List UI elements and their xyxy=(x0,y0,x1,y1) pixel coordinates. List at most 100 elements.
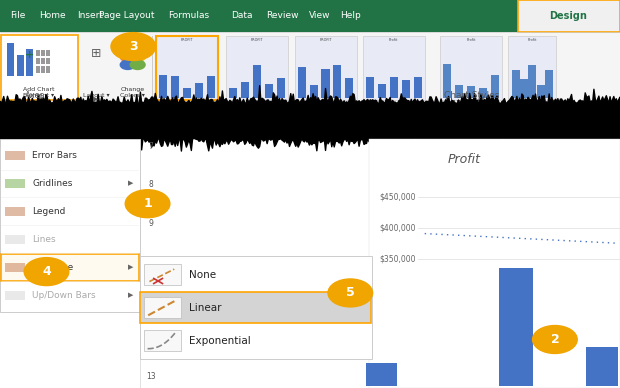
Text: Design: Design xyxy=(549,11,588,21)
Text: $450,000: $450,000 xyxy=(379,192,415,201)
Bar xyxy=(184,88,191,98)
Bar xyxy=(309,85,317,98)
FancyBboxPatch shape xyxy=(0,0,620,32)
Bar xyxy=(7,43,14,76)
Circle shape xyxy=(125,190,170,218)
Bar xyxy=(5,207,25,216)
Bar xyxy=(17,55,24,76)
FancyBboxPatch shape xyxy=(508,36,556,100)
Bar xyxy=(36,66,40,73)
Text: Insert: Insert xyxy=(77,11,103,21)
Text: Profit: Profit xyxy=(466,38,476,42)
Bar xyxy=(378,85,386,98)
Bar xyxy=(389,77,398,98)
Bar xyxy=(46,50,50,56)
Circle shape xyxy=(24,258,69,286)
Bar xyxy=(241,82,249,98)
Text: PROFIT: PROFIT xyxy=(319,38,332,42)
Bar xyxy=(528,66,536,98)
Bar xyxy=(265,84,273,98)
Bar xyxy=(321,69,330,98)
FancyBboxPatch shape xyxy=(140,292,371,323)
Bar xyxy=(443,64,451,98)
Bar xyxy=(46,58,50,64)
Text: Error Bars: Error Bars xyxy=(32,151,77,160)
Bar xyxy=(366,363,397,386)
Bar xyxy=(402,80,410,98)
Text: Axes: Axes xyxy=(25,91,45,100)
Text: PROFIT: PROFIT xyxy=(251,38,264,42)
Text: 3: 3 xyxy=(129,40,138,53)
Text: 9: 9 xyxy=(148,218,153,227)
Circle shape xyxy=(130,52,145,62)
Bar xyxy=(207,76,215,98)
Bar xyxy=(491,75,499,98)
Bar xyxy=(5,235,25,244)
Text: 5: 5 xyxy=(346,286,355,300)
Text: +: + xyxy=(25,50,33,60)
Text: Home: Home xyxy=(40,11,66,21)
Bar xyxy=(36,58,40,64)
Bar xyxy=(159,75,167,98)
FancyBboxPatch shape xyxy=(140,256,372,359)
Circle shape xyxy=(328,279,373,307)
Bar xyxy=(345,78,353,98)
FancyBboxPatch shape xyxy=(156,36,218,100)
Bar xyxy=(41,66,45,73)
Bar xyxy=(41,50,45,56)
Bar xyxy=(366,77,374,98)
Bar xyxy=(5,291,25,300)
Text: Trendline: Trendline xyxy=(32,263,74,272)
Bar xyxy=(414,77,422,98)
Text: View: View xyxy=(309,11,330,21)
Bar xyxy=(586,347,618,386)
Text: ▶: ▶ xyxy=(128,292,133,298)
FancyBboxPatch shape xyxy=(518,0,620,32)
Bar xyxy=(46,66,50,73)
Bar xyxy=(499,268,533,386)
Bar xyxy=(520,79,528,98)
Text: $400,000: $400,000 xyxy=(379,223,415,232)
Bar xyxy=(545,70,553,98)
Text: Linear: Linear xyxy=(189,303,221,313)
Bar xyxy=(195,83,203,98)
Bar xyxy=(36,50,40,56)
Text: Lines: Lines xyxy=(32,235,56,244)
Bar xyxy=(479,88,487,98)
Bar xyxy=(253,65,262,98)
Text: Page Layout: Page Layout xyxy=(99,11,155,21)
FancyBboxPatch shape xyxy=(363,36,425,100)
Circle shape xyxy=(533,326,577,353)
Bar xyxy=(334,64,342,98)
Text: Formulas: Formulas xyxy=(169,11,210,21)
FancyBboxPatch shape xyxy=(294,36,356,100)
Text: Exponential: Exponential xyxy=(189,336,251,346)
Text: ▶: ▶ xyxy=(94,96,99,102)
Text: 10: 10 xyxy=(146,257,156,266)
FancyBboxPatch shape xyxy=(0,32,620,104)
Text: Add Chart
Element ▾: Add Chart Element ▾ xyxy=(24,87,55,98)
Text: None: None xyxy=(189,270,216,280)
Text: Legend: Legend xyxy=(32,207,66,216)
Text: 1: 1 xyxy=(143,197,152,210)
Text: 12: 12 xyxy=(146,334,156,343)
Text: Profit: Profit xyxy=(389,38,399,42)
Text: Change
Colors ▾: Change Colors ▾ xyxy=(120,87,145,98)
Bar xyxy=(467,86,475,98)
Text: Data: Data xyxy=(231,11,252,21)
FancyBboxPatch shape xyxy=(440,36,502,100)
Text: 4: 4 xyxy=(42,265,51,278)
Circle shape xyxy=(111,33,156,61)
Circle shape xyxy=(120,52,135,62)
Circle shape xyxy=(130,60,145,69)
Bar xyxy=(26,49,33,76)
Bar xyxy=(512,71,520,98)
FancyBboxPatch shape xyxy=(144,297,181,318)
Text: Layout ▾: Layout ▾ xyxy=(83,93,109,98)
FancyBboxPatch shape xyxy=(226,36,288,100)
Text: ▶: ▶ xyxy=(128,264,133,270)
Bar xyxy=(229,88,237,98)
Text: Help: Help xyxy=(340,11,361,21)
Text: 13: 13 xyxy=(146,372,156,381)
Text: Profit: Profit xyxy=(528,38,537,42)
